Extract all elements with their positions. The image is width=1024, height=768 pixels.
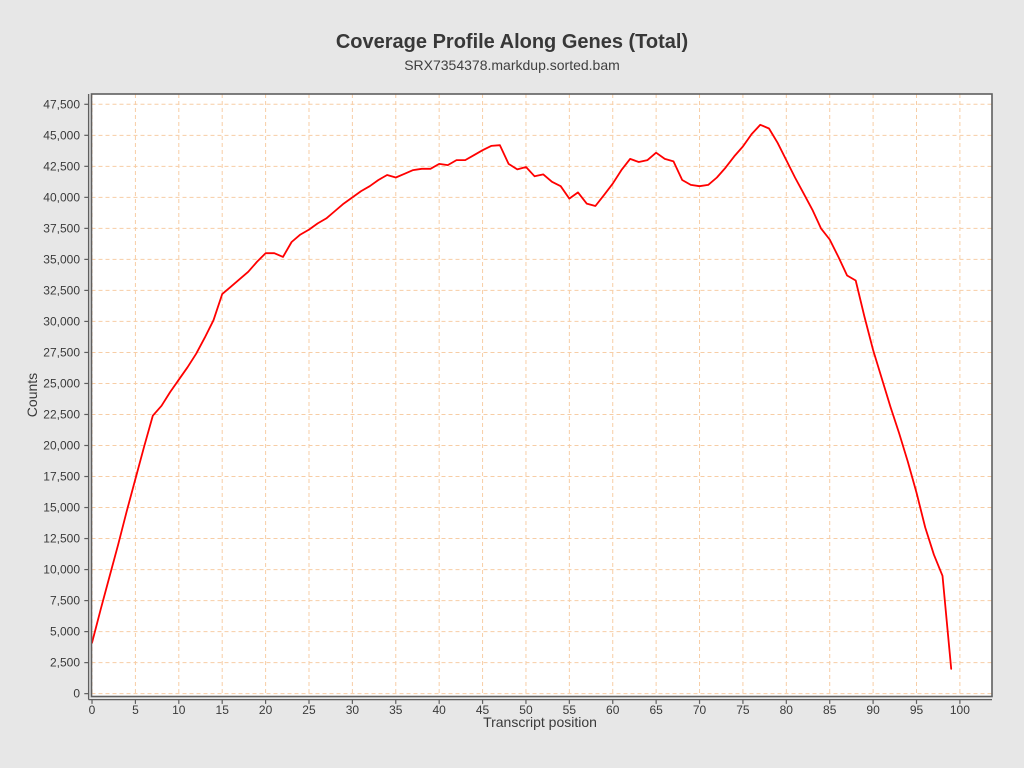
- y-tick-label: 20,000: [43, 438, 80, 452]
- x-tick-label: 85: [823, 703, 837, 717]
- axis-ticks: 0 5 10 15 20 25 30 35 40 45 50 55 60 65 70 75 80 85 90 95 10…: [43, 97, 970, 717]
- gridlines: [91, 94, 992, 697]
- x-tick-label: 20: [259, 703, 273, 717]
- plot-frame: [87, 93, 993, 701]
- y-tick-label: 2,500: [50, 656, 80, 670]
- x-tick-label: 5: [132, 703, 139, 717]
- y-tick-label: 47,500: [43, 97, 80, 111]
- x-tick-label: 60: [606, 703, 620, 717]
- x-tick-label: 70: [693, 703, 707, 717]
- y-tick-label: 0: [73, 687, 80, 701]
- y-tick-label: 10,000: [43, 563, 80, 577]
- x-tick-label: 95: [910, 703, 924, 717]
- y-tick-label: 25,000: [43, 376, 80, 390]
- y-axis-title: Counts: [24, 373, 40, 417]
- y-tick-label: 42,500: [43, 159, 80, 173]
- chart-title: Coverage Profile Along Genes (Total): [336, 31, 688, 53]
- y-tick-label: 22,500: [43, 407, 80, 421]
- x-axis-title: Transcript position: [483, 714, 597, 730]
- y-tick-label: 12,500: [43, 532, 80, 546]
- x-tick-label: 75: [736, 703, 750, 717]
- x-tick-label: 55: [563, 703, 577, 717]
- x-tick-label: 45: [476, 703, 490, 717]
- y-tick-label: 17,500: [43, 470, 80, 484]
- y-tick-label: 35,000: [43, 252, 80, 266]
- coverage-line: [91, 123, 953, 670]
- x-tick-label: 15: [216, 703, 230, 717]
- y-tick-label: 37,500: [43, 221, 80, 235]
- x-tick-label: 100: [950, 703, 970, 717]
- plot-area: [91, 94, 992, 697]
- x-tick-label: 90: [866, 703, 880, 717]
- data-series: [91, 123, 953, 670]
- y-tick-label: 7,500: [50, 594, 80, 608]
- y-tick-label: 40,000: [43, 190, 80, 204]
- y-tick-label: 45,000: [43, 128, 80, 142]
- x-tick-label: 50: [519, 703, 533, 717]
- y-tick-label: 15,000: [43, 501, 80, 515]
- x-tick-label: 80: [780, 703, 794, 717]
- chart-subtitle: SRX7354378.markdup.sorted.bam: [404, 57, 620, 73]
- x-tick-label: 25: [302, 703, 316, 717]
- x-tick-label: 0: [89, 703, 96, 717]
- x-tick-label: 30: [346, 703, 360, 717]
- y-tick-label: 27,500: [43, 345, 80, 359]
- y-tick-label: 5,000: [50, 625, 80, 639]
- x-tick-label: 35: [389, 703, 403, 717]
- x-tick-label: 40: [432, 703, 446, 717]
- x-tick-label: 10: [172, 703, 186, 717]
- y-tick-label: 30,000: [43, 314, 80, 328]
- y-tick-label: 32,500: [43, 283, 80, 297]
- plot-border: [90, 93, 993, 698]
- x-tick-label: 65: [649, 703, 663, 717]
